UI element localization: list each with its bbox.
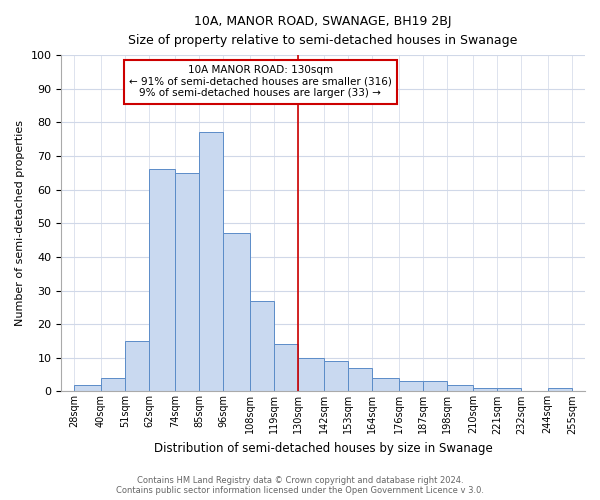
Bar	[473, 388, 497, 392]
Bar	[324, 361, 349, 392]
Bar	[223, 234, 250, 392]
Bar	[447, 384, 473, 392]
Bar	[373, 378, 399, 392]
Bar	[101, 378, 125, 392]
Y-axis label: Number of semi-detached properties: Number of semi-detached properties	[15, 120, 25, 326]
Bar	[175, 173, 199, 392]
X-axis label: Distribution of semi-detached houses by size in Swanage: Distribution of semi-detached houses by …	[154, 442, 493, 455]
Bar	[274, 344, 298, 392]
Bar	[199, 132, 223, 392]
Bar	[399, 382, 423, 392]
Text: Contains HM Land Registry data © Crown copyright and database right 2024.
Contai: Contains HM Land Registry data © Crown c…	[116, 476, 484, 495]
Bar	[74, 384, 101, 392]
Bar	[250, 300, 274, 392]
Bar	[423, 382, 447, 392]
Bar	[497, 388, 521, 392]
Bar	[125, 341, 149, 392]
Text: 10A MANOR ROAD: 130sqm
← 91% of semi-detached houses are smaller (316)
9% of sem: 10A MANOR ROAD: 130sqm ← 91% of semi-det…	[129, 65, 392, 98]
Bar	[298, 358, 324, 392]
Title: 10A, MANOR ROAD, SWANAGE, BH19 2BJ
Size of property relative to semi-detached ho: 10A, MANOR ROAD, SWANAGE, BH19 2BJ Size …	[128, 15, 518, 47]
Bar	[349, 368, 373, 392]
Bar	[548, 388, 572, 392]
Bar	[149, 170, 175, 392]
